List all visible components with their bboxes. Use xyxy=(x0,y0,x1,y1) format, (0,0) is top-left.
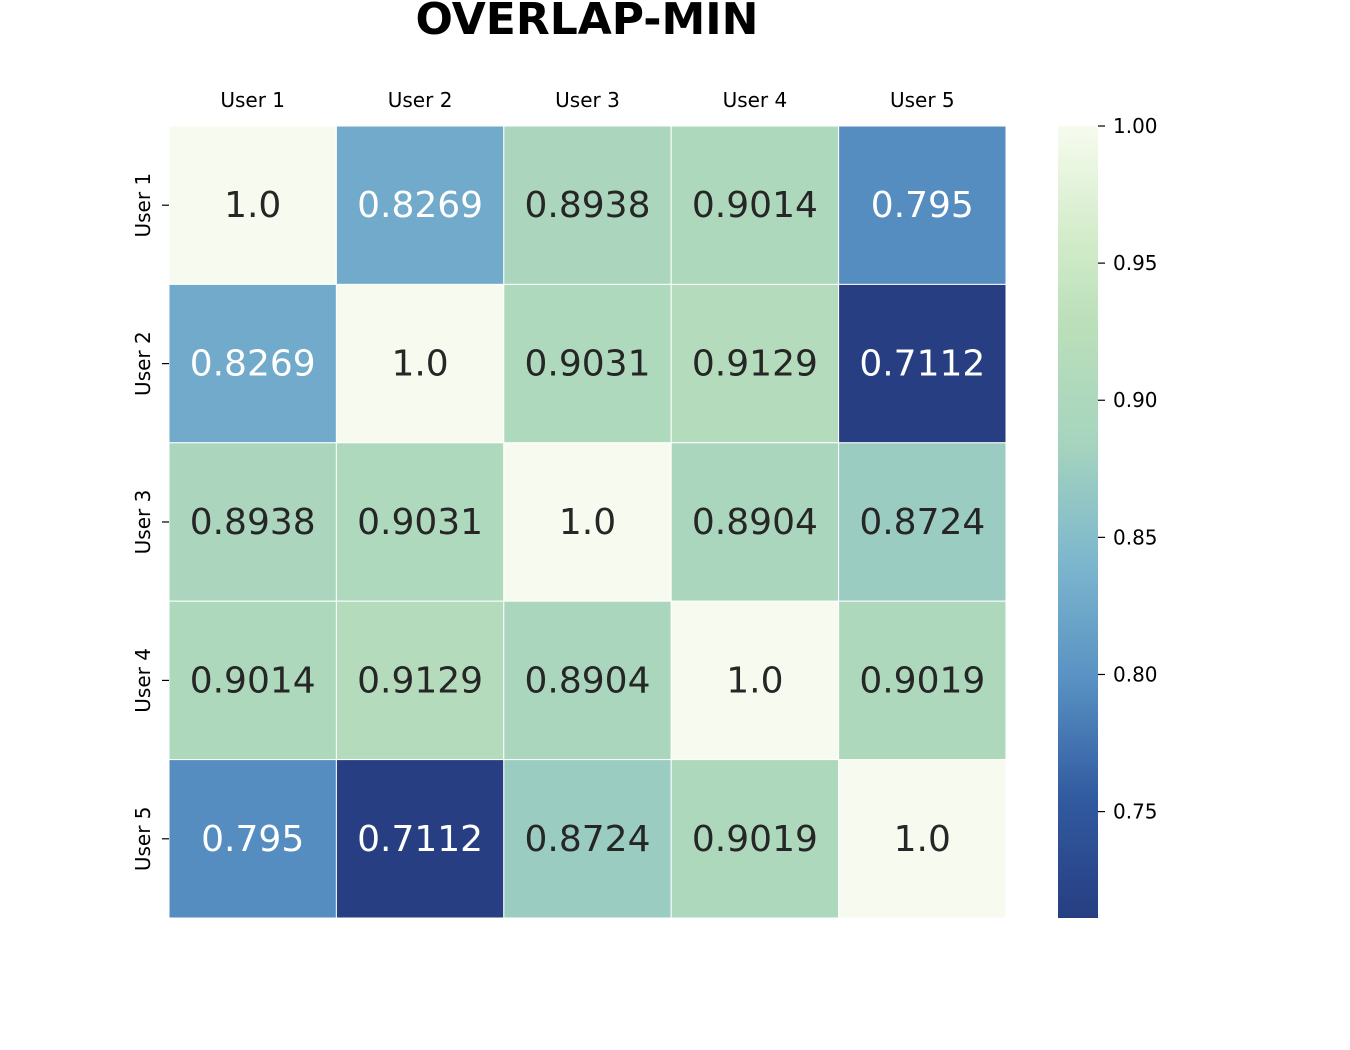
y-tick-label: User 4 xyxy=(131,648,155,713)
x-tick-label: User 4 xyxy=(723,88,788,112)
cell-value-label: 1.0 xyxy=(559,502,616,543)
cell-value-label: 1.0 xyxy=(894,819,951,860)
cell-value-label: 0.9019 xyxy=(859,660,985,701)
heatmap-cells: 1.0 0.8269 0.8938 0.9014 0.795 0.8269 1.0 0.903… xyxy=(169,126,1006,918)
cell-value-label: 0.9014 xyxy=(692,185,818,226)
x-axis-ticks: User 1 User 2 User 3 User 4 User 5 xyxy=(220,88,954,112)
colorbar-tick-label: 0.95 xyxy=(1113,251,1158,275)
y-axis-ticks: User 1 User 2 User 3 User 4 User 5 xyxy=(131,173,169,871)
cell-value-label: 0.9031 xyxy=(525,344,651,385)
x-tick-label: User 5 xyxy=(890,88,955,112)
cell-value-label: 1.0 xyxy=(224,185,281,226)
cell-value-label: 0.7112 xyxy=(859,344,985,385)
y-tick-label: User 3 xyxy=(131,490,155,555)
colorbar-tick-label: 1.00 xyxy=(1113,114,1158,138)
cell-value-label: 0.9014 xyxy=(190,660,316,701)
colorbar-gradient xyxy=(1058,126,1098,918)
cell-value-label: 0.8269 xyxy=(357,185,483,226)
cell-value-label: 1.0 xyxy=(391,344,448,385)
colorbar-tick-label: 0.80 xyxy=(1113,662,1158,686)
cell-value-label: 0.8724 xyxy=(525,819,651,860)
y-tick-label: User 2 xyxy=(131,331,155,396)
chart-title: OVERLAP-MIN xyxy=(415,0,758,45)
cell-value-label: 0.8904 xyxy=(692,502,818,543)
cell-value-label: 0.8724 xyxy=(859,502,985,543)
cell-value-label: 1.0 xyxy=(726,660,783,701)
x-tick-label: User 1 xyxy=(220,88,285,112)
cell-value-label: 0.7112 xyxy=(357,819,483,860)
cell-value-label: 0.795 xyxy=(201,819,304,860)
cell-value-label: 0.9031 xyxy=(357,502,483,543)
x-tick-label: User 2 xyxy=(388,88,453,112)
cell-value-label: 0.9019 xyxy=(692,819,818,860)
cell-value-label: 0.8904 xyxy=(525,660,651,701)
cell-value-label: 0.9129 xyxy=(692,344,818,385)
cell-value-label: 0.8938 xyxy=(525,185,651,226)
colorbar: 0.75 0.80 0.85 0.90 0.95 1.00 xyxy=(1058,114,1158,918)
x-tick-label: User 3 xyxy=(555,88,620,112)
cell-value-label: 0.795 xyxy=(871,185,974,226)
y-tick-label: User 5 xyxy=(131,806,155,871)
colorbar-tick-label: 0.75 xyxy=(1113,800,1158,824)
cell-value-label: 0.8938 xyxy=(190,502,316,543)
colorbar-tick-label: 0.85 xyxy=(1113,525,1158,549)
cell-value-label: 0.8269 xyxy=(190,344,316,385)
y-tick-label: User 1 xyxy=(131,173,155,238)
colorbar-tick-label: 0.90 xyxy=(1113,388,1158,412)
cell-value-label: 0.9129 xyxy=(357,660,483,701)
